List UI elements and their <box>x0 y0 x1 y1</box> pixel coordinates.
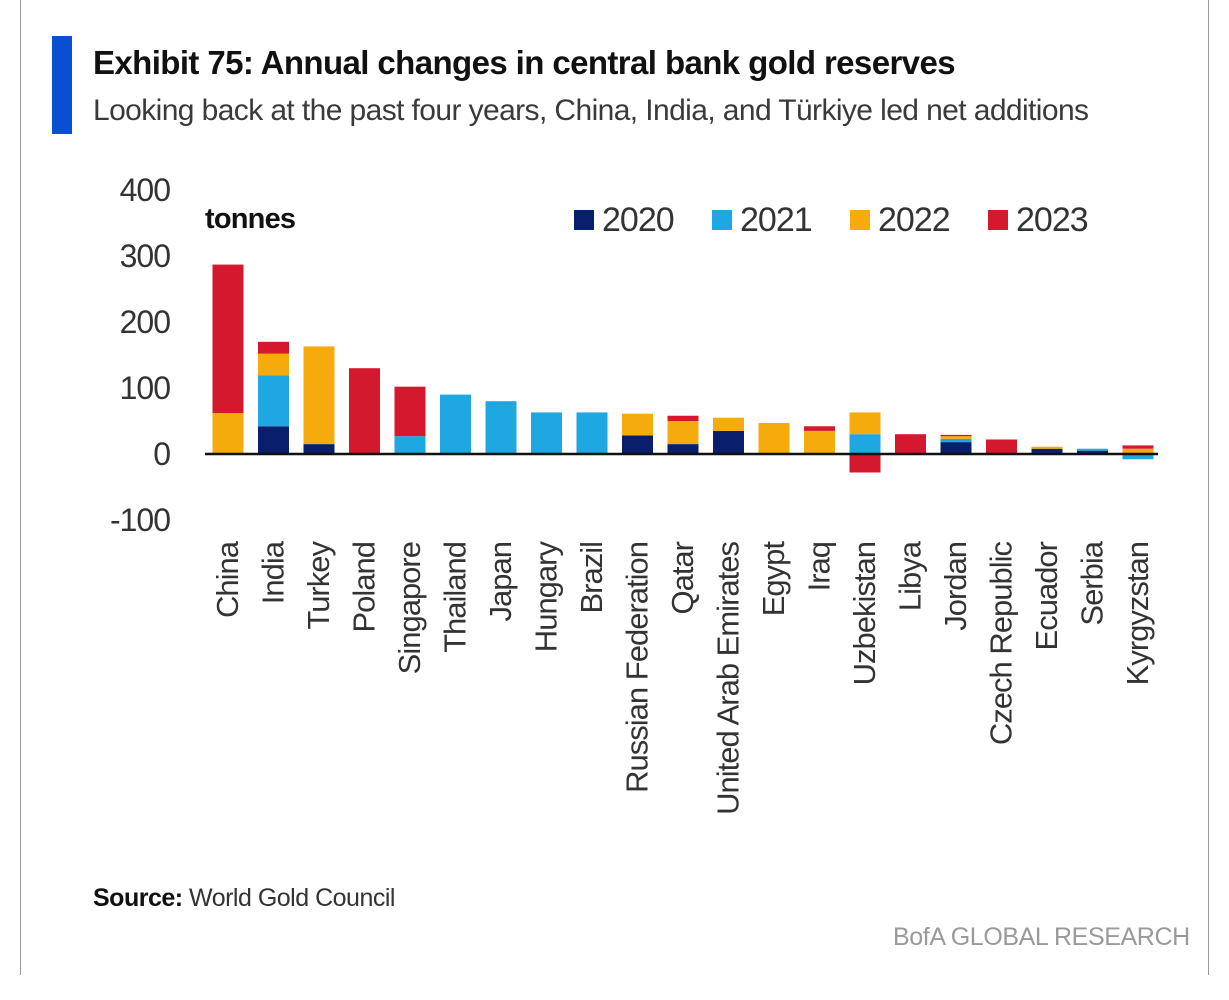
bar-segment <box>394 386 426 437</box>
bar-segment <box>303 444 335 454</box>
y-tick-label: 0 <box>153 436 170 472</box>
legend-swatch-2022 <box>850 210 870 230</box>
bar-segment <box>940 436 972 439</box>
bar-segment <box>1077 448 1108 451</box>
legend-label-2020: 2020 <box>602 201 674 239</box>
x-tick-label: Qatar <box>665 541 700 614</box>
x-tick-label: Libya <box>893 540 928 611</box>
bar-segment <box>1122 448 1154 454</box>
bar-segment <box>258 426 289 454</box>
x-tick-label: Hungary <box>529 541 564 653</box>
bar-segment <box>258 353 289 376</box>
source-label: Source: <box>93 884 183 912</box>
y-tick-label: -100 <box>110 502 170 538</box>
bar-segment <box>758 422 790 454</box>
chart-title: Exhibit 75: Annual changes in central ba… <box>93 44 956 81</box>
y-tick-label: 100 <box>120 370 171 406</box>
legend-label-2023: 2023 <box>1016 201 1088 239</box>
unit-label: tonnes <box>205 203 295 235</box>
bar-segment <box>576 412 608 454</box>
bar-segment <box>258 341 289 354</box>
bar-segment <box>394 436 426 454</box>
bar-segment <box>349 368 380 454</box>
legend-label-2021: 2021 <box>740 201 812 239</box>
bar-segment <box>667 415 699 421</box>
legend-swatch-2020 <box>574 210 594 230</box>
x-tick-label: India <box>256 540 291 604</box>
legend-swatch-2023 <box>988 210 1008 230</box>
bar-segment <box>440 394 471 454</box>
x-tick-label: Thailand <box>438 542 473 653</box>
x-tick-label: Ecuador <box>1029 541 1064 650</box>
source-note: Source: World Gold Council <box>93 884 395 913</box>
source-text: World Gold Council <box>189 884 395 912</box>
x-tick-label: Kyrgyzstan <box>1120 542 1155 685</box>
left-frame-line <box>20 0 21 975</box>
y-tick-label: 300 <box>120 238 171 274</box>
x-tick-label: Russian Federation <box>620 542 655 793</box>
x-tick-label: United Arab Emirates <box>711 542 746 815</box>
bar-segment <box>1031 446 1063 449</box>
bar-segment <box>940 442 972 454</box>
bar-segment <box>303 346 335 445</box>
legend-swatch-2021 <box>712 210 732 230</box>
stacked-bar-chart: -100 0 100 200 300 400 tonnes 2020 2021 2022 2023 C… <box>110 172 1158 815</box>
y-tick-label: 400 <box>120 172 171 208</box>
right-frame-line <box>1208 0 1209 975</box>
x-tick-label: Egypt <box>756 541 791 617</box>
bar-segment <box>667 421 699 445</box>
x-tick-label: Serbia <box>1075 540 1110 625</box>
bar-segment <box>531 412 562 454</box>
bar-segment <box>1077 450 1108 454</box>
bar-segment <box>895 434 926 454</box>
bar-segment <box>212 264 244 414</box>
bar-segment <box>258 375 289 427</box>
x-tick-label: Poland <box>347 542 382 633</box>
bar-segment <box>849 412 881 435</box>
bar-segment <box>940 438 972 443</box>
x-tick-label: Japan <box>483 542 518 621</box>
bar-segment <box>1031 448 1063 454</box>
bar-segment <box>713 430 744 454</box>
x-tick-label: Turkey <box>301 541 336 630</box>
bar-segment <box>622 435 653 454</box>
x-tick-label: Uzbekistan <box>847 542 882 685</box>
bar-segment <box>1122 445 1154 449</box>
bar-segment <box>804 430 835 454</box>
x-tick-label: Jordan <box>938 542 973 631</box>
bar-segment <box>1122 454 1154 460</box>
x-tick-label: Singapore <box>392 542 427 674</box>
x-tick-label: Czech Republic <box>984 542 1019 746</box>
bar-segment <box>713 417 744 431</box>
bar-segment <box>804 426 835 431</box>
bar-segment <box>986 439 1017 454</box>
bar-segment <box>667 444 699 454</box>
bar-segment <box>622 413 653 436</box>
bar-segment <box>849 454 881 473</box>
bar-segment <box>940 434 972 437</box>
brand-footer: BofA GLOBAL RESEARCH <box>893 923 1190 951</box>
x-tick-label: Brazil <box>574 542 609 614</box>
chart-subtitle: Looking back at the past four years, Chi… <box>93 94 1089 127</box>
bar-segment <box>485 401 517 454</box>
y-tick-label: 200 <box>120 304 171 340</box>
accent-bar <box>52 36 72 134</box>
bar-segment <box>849 434 881 454</box>
x-tick-label: China <box>210 540 245 618</box>
legend-label-2022: 2022 <box>878 201 950 239</box>
x-tick-label: Iraq <box>802 542 837 591</box>
bar-segment <box>212 413 244 454</box>
